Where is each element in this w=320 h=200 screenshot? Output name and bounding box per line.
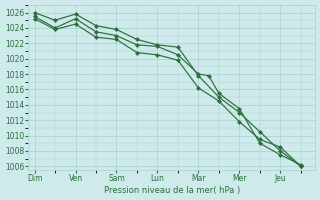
X-axis label: Pression niveau de la mer( hPa ): Pression niveau de la mer( hPa )	[104, 186, 240, 195]
